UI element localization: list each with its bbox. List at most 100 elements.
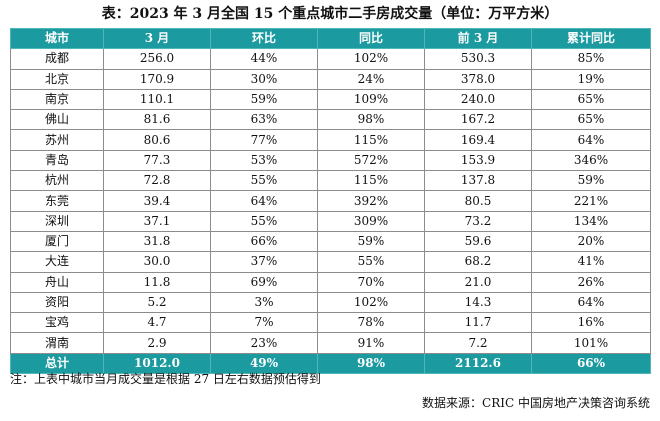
table-row: 东莞 39.4 64% 392% 80.5 221% [10, 190, 651, 212]
header-row: 城市 3 月 环比 同比 前 3 月 累计同比 [10, 27, 651, 50]
header-q1: 前 3 月 [424, 27, 532, 50]
cell-city: 大连 [10, 251, 104, 273]
cell-march: 110.1 [103, 88, 211, 111]
cell-march: 77.3 [103, 149, 211, 172]
cell-yoy: 91% [317, 332, 425, 354]
header-yoy: 同比 [317, 27, 425, 50]
cell-cumulative-yoy: 101% [531, 332, 651, 354]
cell-city: 苏州 [10, 129, 104, 151]
table-row: 舟山 11.8 69% 70% 21.0 26% [10, 271, 651, 293]
table-row: 厦门 31.8 66% 59% 59.6 20% [10, 230, 651, 253]
cell-cumulative-yoy: 346% [531, 149, 651, 172]
cell-city: 青岛 [10, 149, 104, 172]
cell-mom: 7% [210, 312, 318, 334]
cell-march: 31.8 [103, 230, 211, 253]
table-row: 杭州 72.8 55% 115% 137.8 59% [10, 170, 651, 192]
table-row: 北京 170.9 30% 24% 378.0 19% [10, 68, 651, 90]
total-march: 1012.0 [103, 352, 211, 375]
total-cumulative-yoy: 66% [531, 352, 651, 375]
total-label: 总计 [10, 352, 104, 375]
total-row: 总计 1012.0 49% 98% 2112.6 66% [10, 352, 651, 375]
table-row: 苏州 80.6 77% 115% 169.4 64% [10, 129, 651, 151]
cell-q1: 14.3 [424, 291, 532, 314]
cell-city: 深圳 [10, 210, 104, 232]
cell-mom: 44% [210, 48, 318, 70]
cell-city: 宝鸡 [10, 312, 104, 334]
cell-city: 东莞 [10, 190, 104, 212]
table-row: 青岛 77.3 53% 572% 153.9 346% [10, 149, 651, 172]
cell-march: 170.9 [103, 68, 211, 90]
cell-yoy: 55% [317, 251, 425, 273]
cell-yoy: 109% [317, 88, 425, 111]
cell-mom: 66% [210, 230, 318, 253]
total-q1: 2112.6 [424, 352, 532, 375]
table-row: 深圳 37.1 55% 309% 73.2 134% [10, 210, 651, 232]
cell-yoy: 102% [317, 291, 425, 314]
cell-mom: 53% [210, 149, 318, 172]
cell-city: 渭南 [10, 332, 104, 354]
cell-yoy: 70% [317, 271, 425, 293]
cell-city: 佛山 [10, 109, 104, 131]
cell-march: 39.4 [103, 190, 211, 212]
cell-q1: 73.2 [424, 210, 532, 232]
cell-march: 5.2 [103, 291, 211, 314]
cell-q1: 169.4 [424, 129, 532, 151]
header-cumulative-yoy: 累计同比 [531, 27, 651, 50]
cell-q1: 21.0 [424, 271, 532, 293]
cell-cumulative-yoy: 64% [531, 291, 651, 314]
cell-q1: 59.6 [424, 230, 532, 253]
cell-cumulative-yoy: 19% [531, 68, 651, 90]
cell-mom: 59% [210, 88, 318, 111]
footnote: 注：上表中城市当月成交量是根据 27 日左右数据预估得到 [10, 372, 321, 386]
cell-cumulative-yoy: 65% [531, 88, 651, 111]
cell-city: 杭州 [10, 170, 104, 192]
cell-city: 厦门 [10, 230, 104, 253]
cell-march: 2.9 [103, 332, 211, 354]
cell-q1: 7.2 [424, 332, 532, 354]
cell-q1: 240.0 [424, 88, 532, 111]
cell-city: 成都 [10, 48, 104, 70]
table-row: 成都 256.0 44% 102% 530.3 85% [10, 48, 651, 70]
cell-q1: 378.0 [424, 68, 532, 90]
cell-march: 72.8 [103, 170, 211, 192]
table-row: 大连 30.0 37% 55% 68.2 41% [10, 251, 651, 273]
cell-march: 30.0 [103, 251, 211, 273]
cell-march: 4.7 [103, 312, 211, 334]
cell-cumulative-yoy: 16% [531, 312, 651, 334]
cell-cumulative-yoy: 41% [531, 251, 651, 273]
total-yoy: 98% [317, 352, 425, 375]
cell-march: 11.8 [103, 271, 211, 293]
cell-march: 256.0 [103, 48, 211, 70]
cell-mom: 30% [210, 68, 318, 90]
table-row: 资阳 5.2 3% 102% 14.3 64% [10, 291, 651, 314]
header-mom: 环比 [210, 27, 318, 50]
table-title: 表：2023 年 3 月全国 15 个重点城市二手房成交量（单位：万平方米） [101, 6, 559, 22]
cell-mom: 3% [210, 291, 318, 314]
cell-march: 80.6 [103, 129, 211, 151]
table-row: 佛山 81.6 63% 98% 167.2 65% [10, 109, 651, 131]
transaction-table: 城市 3 月 环比 同比 前 3 月 累计同比 成都 256.0 44% 102% 53… [10, 27, 651, 375]
cell-cumulative-yoy: 59% [531, 170, 651, 192]
data-source: 数据来源：CRIC 中国房地产决策咨询系统 [422, 396, 650, 410]
cell-march: 37.1 [103, 210, 211, 232]
cell-yoy: 309% [317, 210, 425, 232]
cell-mom: 37% [210, 251, 318, 273]
cell-city: 舟山 [10, 271, 104, 293]
cell-yoy: 78% [317, 312, 425, 334]
cell-yoy: 59% [317, 230, 425, 253]
cell-mom: 77% [210, 129, 318, 151]
total-mom: 49% [210, 352, 318, 375]
cell-city: 北京 [10, 68, 104, 90]
cell-q1: 80.5 [424, 190, 532, 212]
cell-q1: 11.7 [424, 312, 532, 334]
table-row: 渭南 2.9 23% 91% 7.2 101% [10, 332, 651, 354]
cell-yoy: 392% [317, 190, 425, 212]
cell-cumulative-yoy: 221% [531, 190, 651, 212]
header-march: 3 月 [103, 27, 211, 50]
cell-yoy: 102% [317, 48, 425, 70]
cell-q1: 153.9 [424, 149, 532, 172]
cell-mom: 23% [210, 332, 318, 354]
cell-mom: 55% [210, 170, 318, 192]
cell-cumulative-yoy: 64% [531, 129, 651, 151]
cell-cumulative-yoy: 20% [531, 230, 651, 253]
